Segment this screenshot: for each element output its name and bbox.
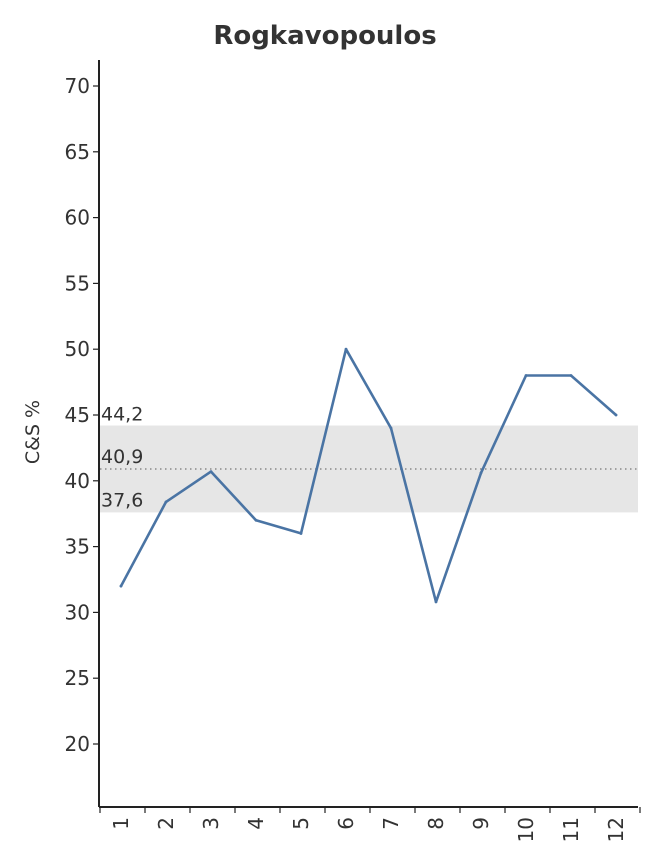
x-tick-label: 8	[424, 817, 448, 830]
x-tick-label: 11	[559, 817, 583, 842]
y-tick-label: 35	[65, 535, 90, 559]
data-point	[389, 426, 393, 430]
band-labels-group: 44,2 40,9 37,6	[101, 404, 143, 512]
series-line	[119, 347, 618, 604]
band-lower-label: 37,6	[101, 489, 143, 511]
y-tick-label: 50	[65, 337, 90, 361]
data-point	[479, 471, 483, 475]
x-tick-label: 6	[334, 817, 358, 830]
y-ticks-group: 20 25 30 35 40 45 50 55 60 65 70	[65, 74, 99, 756]
x-tick-label: 12	[604, 817, 628, 842]
band-mean-label: 40,9	[101, 446, 143, 468]
y-tick-label: 40	[65, 469, 90, 493]
chart-title: Rogkavopoulos	[213, 21, 436, 51]
data-point	[569, 374, 573, 377]
x-tick-label: 7	[379, 817, 403, 830]
x-tick-label: 4	[244, 817, 268, 830]
data-point	[119, 584, 123, 588]
band-upper-label: 44,2	[101, 404, 143, 426]
y-tick-label: 65	[65, 140, 90, 164]
data-point	[299, 532, 303, 535]
data-point	[254, 518, 258, 522]
reference-band	[100, 425, 638, 513]
y-tick-label: 45	[65, 403, 90, 427]
axes-group	[98, 60, 638, 808]
data-point	[209, 470, 213, 473]
y-tick-label: 30	[65, 600, 90, 624]
y-tick-label: 25	[65, 666, 90, 690]
x-tick-label: 9	[469, 817, 493, 830]
y-tick-label: 60	[65, 206, 90, 230]
y-axis-label: C&S %	[22, 400, 44, 464]
x-tick-label: 2	[154, 817, 178, 830]
x-tick-label: 3	[199, 817, 223, 830]
x-tick-label: 10	[514, 817, 538, 842]
y-tick-label: 70	[65, 74, 90, 98]
data-point	[434, 600, 438, 604]
y-tick-label: 55	[65, 271, 90, 295]
reference-band-group	[100, 425, 638, 513]
data-point	[164, 500, 168, 504]
y-tick-label: 20	[65, 732, 90, 756]
x-tick-label: 1	[109, 817, 133, 830]
data-point	[614, 413, 618, 417]
x-tick-label: 5	[289, 817, 313, 830]
data-point	[524, 374, 528, 377]
series-group	[119, 347, 618, 604]
data-point	[344, 347, 348, 351]
x-ticks-group: 1 2 3 4 5 6 7 8 9 10 11 12	[99, 807, 641, 842]
